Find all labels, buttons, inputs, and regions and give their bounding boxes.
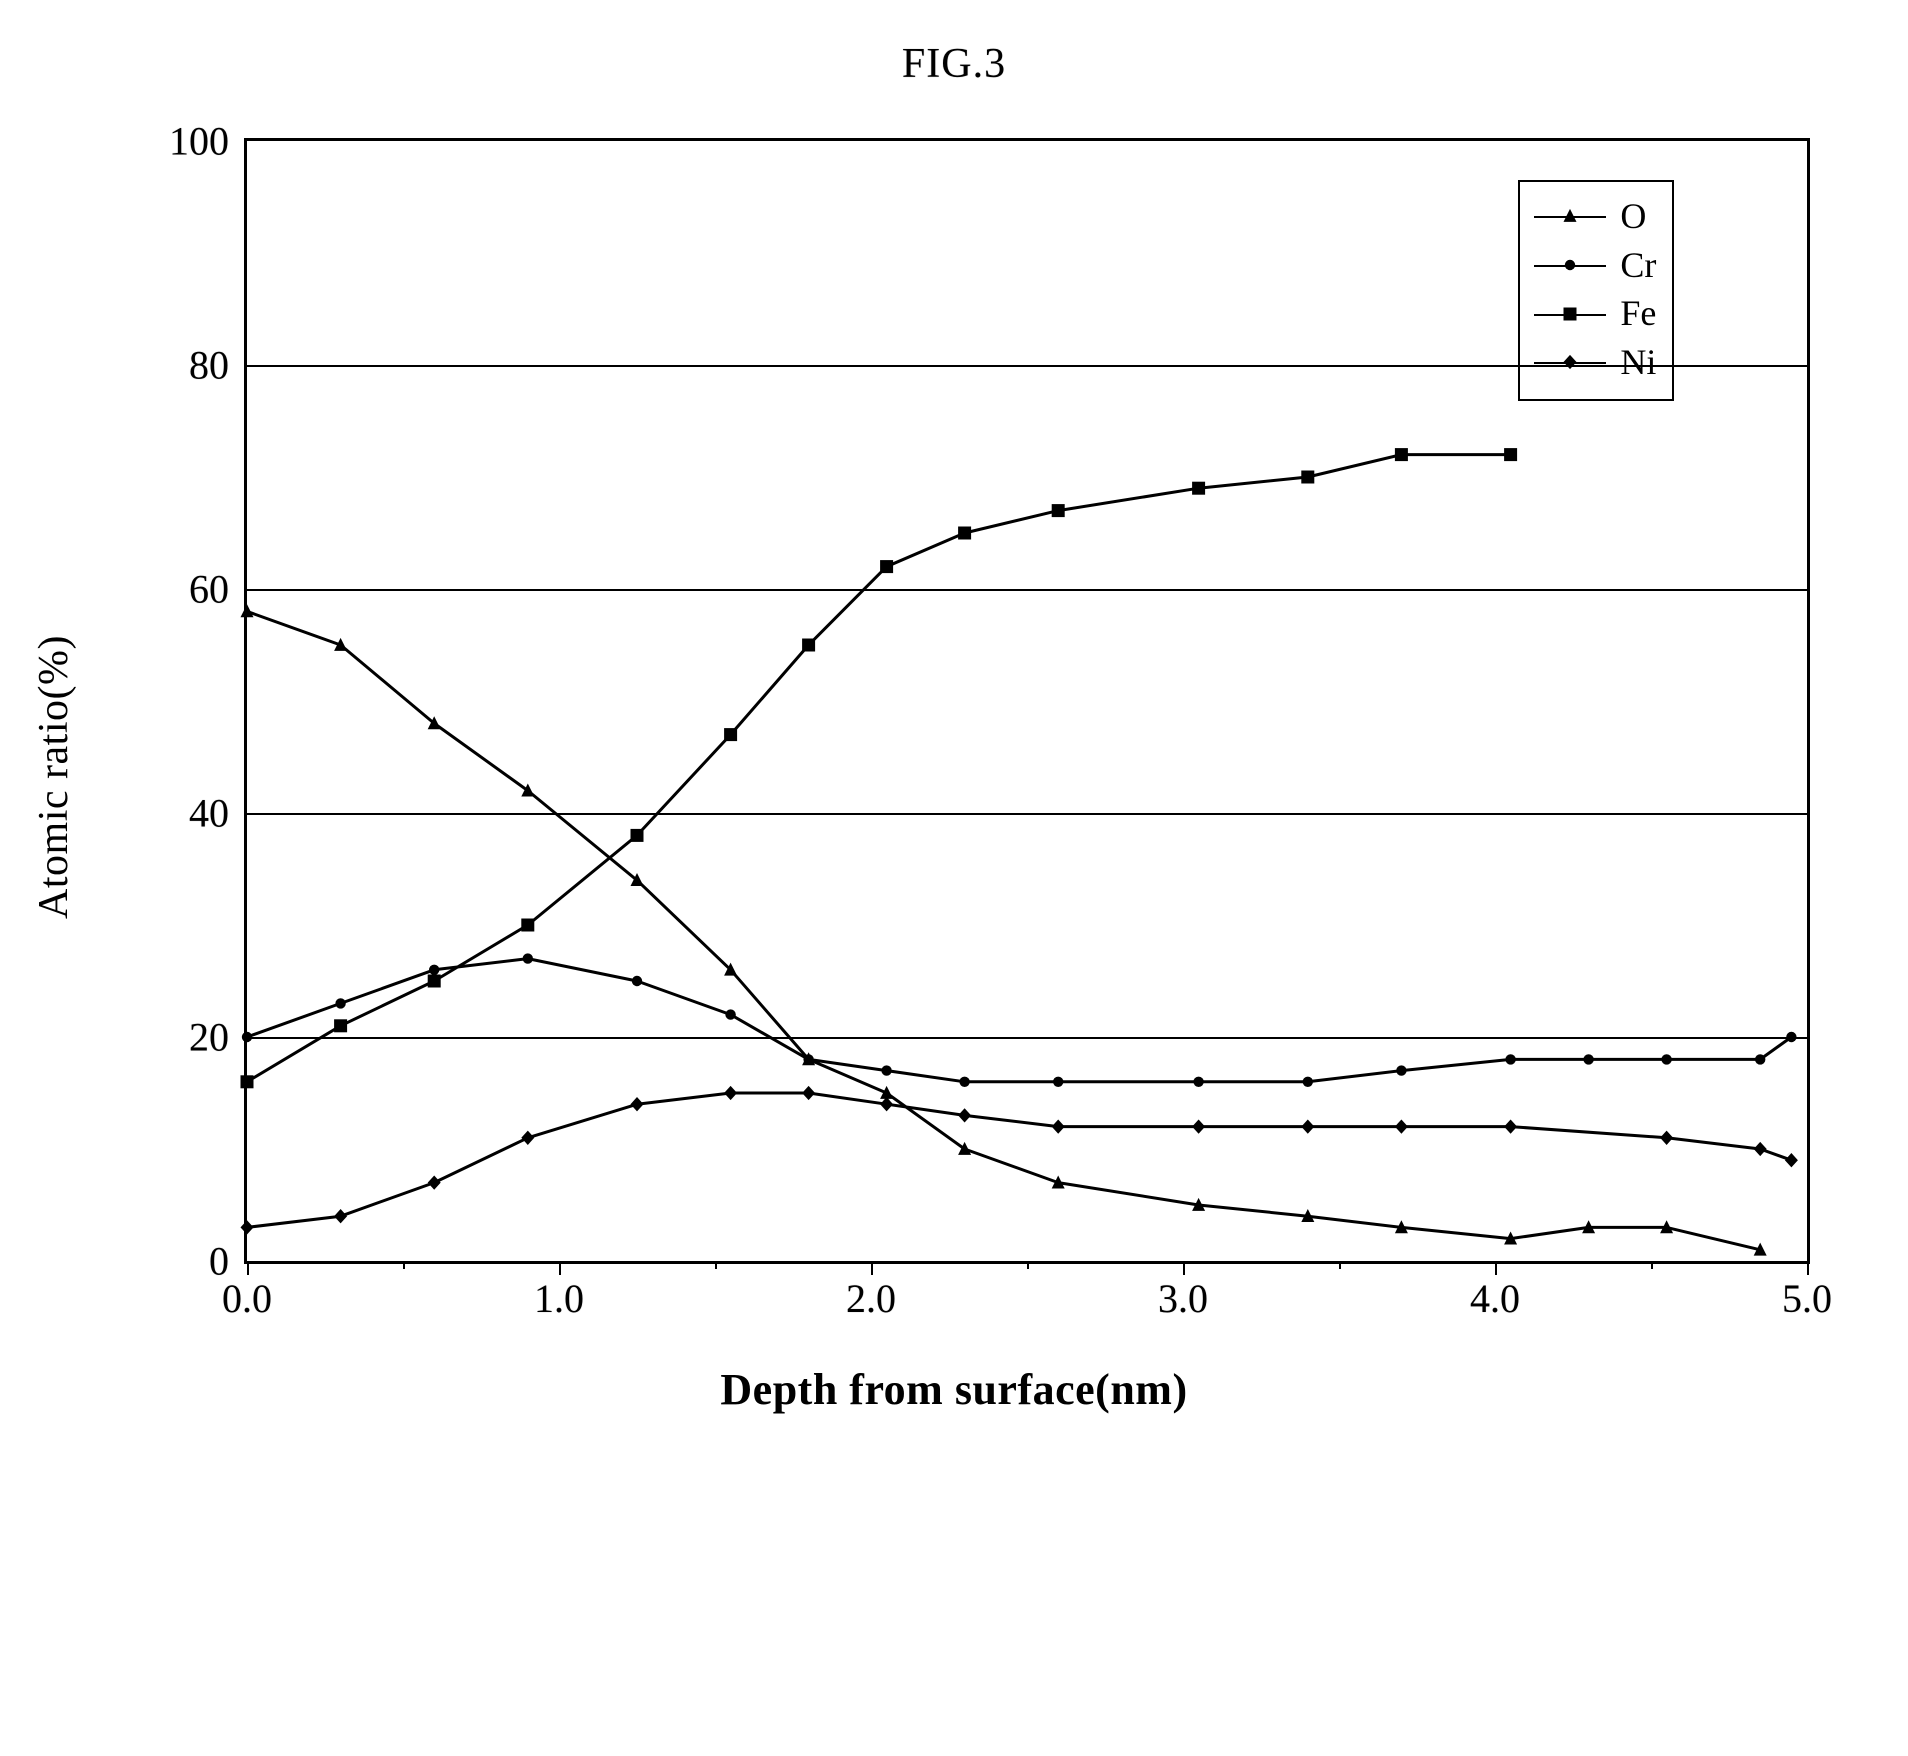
series-marker-Cr — [1755, 1054, 1765, 1064]
series-marker-Ni — [1660, 1131, 1673, 1145]
series-marker-Ni — [631, 1097, 644, 1111]
series-marker-Fe — [1192, 482, 1205, 495]
series-line-Cr — [247, 959, 1791, 1082]
series-line-Ni — [247, 1093, 1791, 1227]
y-tick-label: 100 — [169, 118, 247, 165]
series-marker-Ni — [1504, 1119, 1517, 1133]
series-marker-O — [958, 1142, 971, 1155]
series-marker-Ni — [521, 1131, 534, 1145]
x-tick-label: 0.0 — [222, 1261, 272, 1322]
series-marker-Cr — [1505, 1054, 1515, 1064]
y-axis-title: Atomic ratio(%) — [30, 635, 78, 919]
series-marker-Ni — [880, 1097, 893, 1111]
x-tick-label: 4.0 — [1470, 1261, 1520, 1322]
series-marker-Fe — [521, 919, 534, 932]
series-marker-Ni — [1395, 1119, 1408, 1133]
series-marker-Ni — [241, 1220, 254, 1234]
y-tick-label: 40 — [189, 790, 247, 837]
series-marker-Cr — [1303, 1077, 1313, 1087]
series-marker-Cr — [523, 953, 533, 963]
y-tick-label: 60 — [189, 566, 247, 613]
series-marker-Fe — [241, 1075, 254, 1088]
series-marker-Cr — [881, 1065, 891, 1075]
series-marker-Cr — [959, 1077, 969, 1087]
series-marker-Cr — [429, 965, 439, 975]
series-marker-Ni — [958, 1108, 971, 1122]
y-tick-label: 80 — [189, 342, 247, 389]
series-marker-Ni — [1754, 1142, 1767, 1156]
x-tick-label: 1.0 — [534, 1261, 584, 1322]
series-marker-Fe — [631, 829, 644, 842]
series-marker-Fe — [1052, 504, 1065, 517]
series-marker-Fe — [724, 728, 737, 741]
series-marker-Fe — [1395, 448, 1408, 461]
series-marker-Fe — [958, 527, 971, 540]
x-tick-mark — [1339, 1261, 1341, 1269]
series-marker-Cr — [335, 998, 345, 1008]
series-marker-Cr — [242, 1032, 252, 1042]
series-marker-Ni — [1785, 1153, 1798, 1167]
x-tick-mark — [1651, 1261, 1653, 1269]
series-marker-Ni — [334, 1209, 347, 1223]
series-marker-Ni — [428, 1175, 441, 1189]
x-tick-mark — [1027, 1261, 1029, 1269]
series-marker-Fe — [428, 975, 441, 988]
series-marker-Fe — [1504, 448, 1517, 461]
series-marker-Ni — [1052, 1119, 1065, 1133]
series-marker-Cr — [1786, 1032, 1796, 1042]
series-marker-Fe — [802, 639, 815, 652]
series-marker-Ni — [724, 1086, 737, 1100]
x-tick-mark — [403, 1261, 405, 1269]
series-marker-Fe — [1301, 471, 1314, 484]
figure-container: FIG.3 Atomic ratio(%) OCrFeNi 0204060801… — [44, 40, 1864, 1415]
series-marker-O — [521, 783, 534, 796]
series-marker-Cr — [1396, 1065, 1406, 1075]
y-tick-label: 20 — [189, 1014, 247, 1061]
series-marker-Ni — [1301, 1119, 1314, 1133]
series-marker-Cr — [1193, 1077, 1203, 1087]
x-tick-mark — [715, 1261, 717, 1269]
series-marker-Cr — [632, 976, 642, 986]
x-tick-label: 3.0 — [1158, 1261, 1208, 1322]
series-line-Fe — [247, 455, 1511, 1082]
series-marker-Cr — [1661, 1054, 1671, 1064]
series-marker-Ni — [802, 1086, 815, 1100]
x-tick-label: 5.0 — [1782, 1261, 1832, 1322]
plot-area: OCrFeNi 0204060801000.01.02.03.04.05.0 — [244, 138, 1810, 1264]
series-marker-Ni — [1192, 1119, 1205, 1133]
series-layer — [247, 141, 1807, 1261]
figure-title: FIG.3 — [44, 40, 1864, 88]
series-marker-Cr — [803, 1054, 813, 1064]
series-marker-Fe — [880, 560, 893, 573]
series-marker-Cr — [1053, 1077, 1063, 1087]
series-marker-Cr — [1583, 1054, 1593, 1064]
x-tick-label: 2.0 — [846, 1261, 896, 1322]
plot-region: Atomic ratio(%) OCrFeNi 0204060801000.01… — [44, 138, 1864, 1415]
series-marker-Cr — [725, 1009, 735, 1019]
series-marker-Fe — [334, 1019, 347, 1032]
series-line-O — [247, 611, 1760, 1249]
x-axis-title: Depth from surface(nm) — [44, 1364, 1864, 1415]
